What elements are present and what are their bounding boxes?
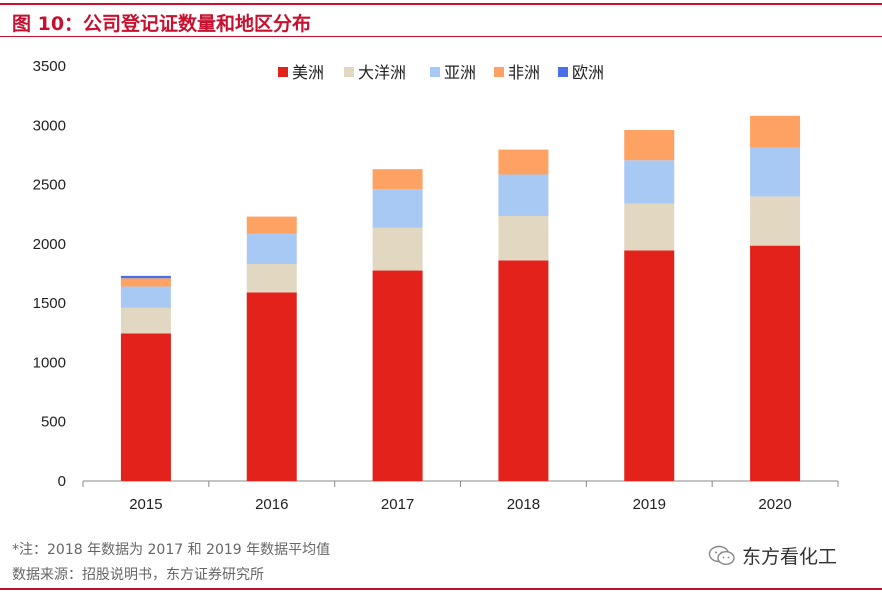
y-tick-label: 3500 (33, 58, 66, 75)
bar-segment (624, 203, 675, 251)
bar-segment (120, 275, 171, 279)
bottom-rule (0, 588, 882, 590)
x-tick-label: 2020 (758, 496, 791, 513)
legend-label: 非洲 (508, 63, 540, 82)
y-tick-label: 1000 (33, 354, 66, 371)
legend-label: 欧洲 (572, 63, 604, 82)
x-tick-label: 2016 (255, 496, 288, 513)
bar-segment (750, 245, 801, 481)
bar-segment (498, 174, 549, 216)
x-tick-label: 2019 (633, 496, 666, 513)
brand-name: 东方看化工 (742, 546, 838, 568)
wechat-icon (708, 545, 735, 565)
x-tick-label: 2017 (381, 496, 414, 513)
top-rule (0, 3, 882, 5)
bar-segment (246, 216, 297, 234)
y-tick-label: 2500 (33, 177, 66, 194)
bar-segment (246, 292, 297, 481)
bar-segment (120, 333, 171, 481)
data-source: 数据来源：招股说明书，东方证券研究所 (12, 567, 264, 583)
header-rule (0, 36, 882, 37)
y-tick-label: 2000 (33, 236, 66, 253)
bar-segment (624, 160, 675, 204)
legend-swatch (494, 67, 504, 77)
bar-segment (372, 227, 423, 271)
bar-segment (498, 215, 549, 261)
brand: 东方看化工 (708, 542, 837, 569)
footnote: *注：2018 年数据为 2017 和 2019 年数据平均值 (12, 542, 331, 558)
bar-segment (120, 286, 171, 308)
bar-segment (624, 250, 675, 481)
bar-segment (120, 307, 171, 334)
legend-label: 美洲 (292, 63, 324, 82)
y-tick-label: 0 (58, 473, 66, 490)
bar-segment (750, 115, 801, 148)
bar-segment (246, 233, 297, 265)
bar-segment (750, 196, 801, 246)
y-tick-label: 3000 (33, 117, 66, 134)
bar-segment (498, 260, 549, 481)
bar-segment (120, 278, 171, 287)
legend-swatch (558, 67, 568, 77)
bars (120, 115, 801, 481)
bar-segment (498, 149, 549, 175)
x-tick-label: 2018 (507, 496, 540, 513)
bar-segment (750, 147, 801, 197)
legend: 美洲 大洋洲 亚洲 非洲 欧洲 (278, 63, 604, 82)
bar-segment (372, 189, 423, 228)
bar-segment (372, 270, 423, 481)
legend-label: 大洋洲 (358, 63, 406, 82)
legend-swatch (430, 67, 440, 77)
y-axis: 0 500 1000 1500 2000 2500 3000 3500 (33, 58, 66, 490)
x-tick-label: 2015 (129, 496, 162, 513)
legend-swatch (278, 67, 288, 77)
y-tick-label: 1500 (33, 295, 66, 312)
legend-label: 亚洲 (444, 63, 476, 82)
figure-title: 图 10：公司登记证数量和地区分布 (12, 13, 312, 35)
legend-swatch (344, 67, 354, 77)
x-axis: 2015 2016 2017 2018 2019 2020 (82, 480, 839, 513)
bar-segment (372, 169, 423, 190)
bar-segment (624, 130, 675, 161)
y-tick-label: 500 (41, 414, 66, 431)
bar-segment (246, 264, 297, 293)
